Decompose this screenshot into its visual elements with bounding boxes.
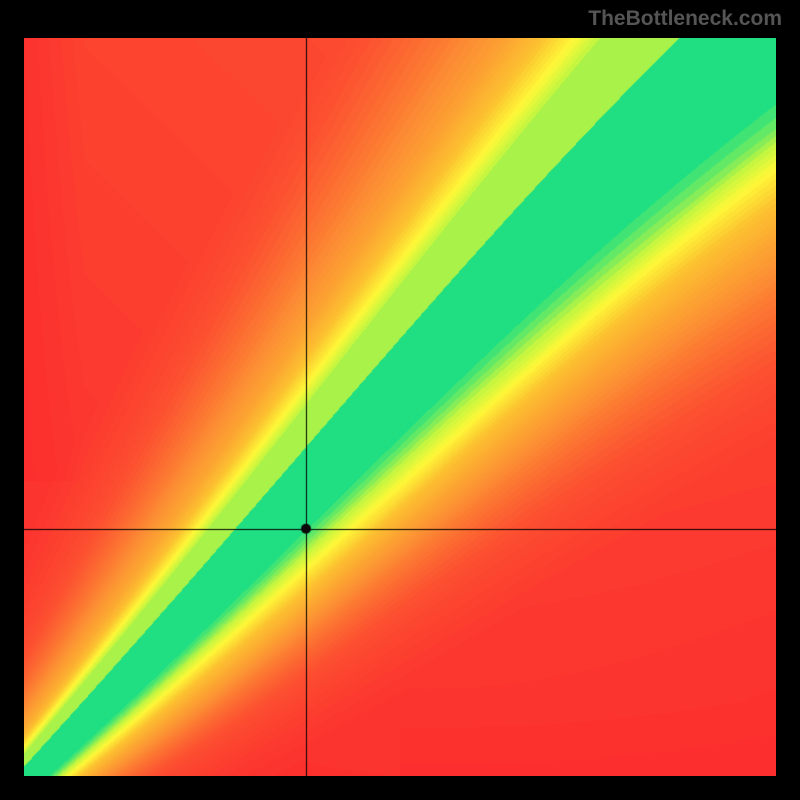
watermark-text: TheBottleneck.com xyxy=(588,7,782,31)
heatmap-plot xyxy=(24,38,776,776)
heatmap-canvas xyxy=(24,38,776,776)
